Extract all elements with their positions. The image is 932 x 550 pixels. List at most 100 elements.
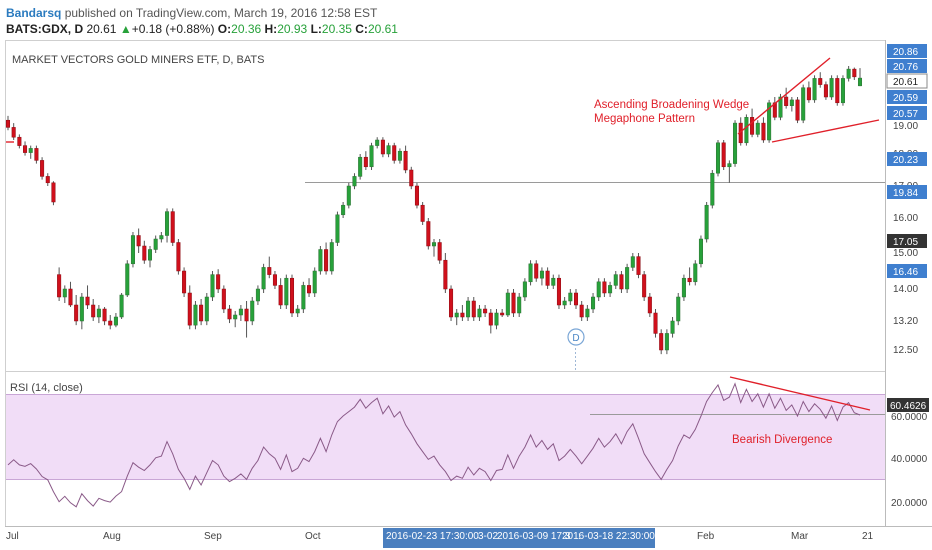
candle-body xyxy=(278,285,283,306)
candle-body xyxy=(466,300,471,318)
candle-body xyxy=(579,304,584,318)
candle-body xyxy=(335,214,340,243)
high-label: H: xyxy=(264,22,278,36)
candle-body xyxy=(562,300,567,306)
candle-body xyxy=(784,96,789,106)
candle-body xyxy=(45,176,50,184)
candle-body xyxy=(119,294,124,318)
wedge-lower-line[interactable] xyxy=(771,119,880,143)
time-range-highlight xyxy=(383,528,655,548)
candle-body xyxy=(806,87,811,101)
rsi-series-line xyxy=(7,382,861,508)
candle-body xyxy=(11,127,16,138)
time-axis: Jul Aug Sep Oct Feb Mar 21 2016-02-23 17… xyxy=(6,528,874,548)
candle-body xyxy=(602,281,607,294)
candle-body xyxy=(733,122,738,164)
badge-1984-bg xyxy=(887,185,927,199)
candle-body xyxy=(630,256,635,268)
candle-body xyxy=(426,221,431,247)
rsi-badge: 60.4626 xyxy=(890,401,927,412)
candle-body xyxy=(767,102,772,141)
rsi-axis: 60.4626 60.0000 40.0000 20.0000 xyxy=(887,398,929,509)
candle-body xyxy=(346,185,351,206)
candle-body xyxy=(517,296,522,314)
candle-body xyxy=(704,204,709,240)
candle-body xyxy=(358,156,363,177)
candle-body xyxy=(147,249,153,261)
candle-body xyxy=(744,117,749,144)
time-tick-sep: Sep xyxy=(204,531,222,542)
annotation-wedge-line1: Ascending Broadening Wedge xyxy=(594,99,749,111)
rsi-title: RSI (14, close) xyxy=(10,382,83,394)
candle-body xyxy=(369,145,374,168)
candle-body xyxy=(142,245,147,261)
time-tick-21: 21 xyxy=(862,531,874,542)
time-tick-aug: Aug xyxy=(103,531,121,542)
candle-body xyxy=(238,308,243,316)
candle-body xyxy=(556,277,561,306)
candle-body xyxy=(74,304,79,322)
candle-body xyxy=(307,285,312,294)
candle-body xyxy=(79,296,84,322)
price-pane-frame xyxy=(5,40,886,372)
badge-1705: 17.05 xyxy=(893,237,918,248)
candle-body xyxy=(534,263,539,279)
time-tick-oct: Oct xyxy=(305,531,321,542)
event-marker-icon[interactable] xyxy=(567,328,585,346)
candle-body xyxy=(750,117,755,135)
candle-body xyxy=(551,277,556,286)
candle-body xyxy=(380,139,385,155)
badge-2061: 20.61 xyxy=(893,77,918,88)
candle-body xyxy=(670,320,675,334)
time-label-5: 2016-03-18 22:30:00 xyxy=(562,531,655,542)
rsi-line-group xyxy=(7,382,861,508)
candle-body xyxy=(233,314,238,320)
candle-body xyxy=(5,119,11,128)
candle-body xyxy=(363,156,368,168)
candle-body xyxy=(573,292,579,306)
candle-body xyxy=(62,288,67,298)
candle-body xyxy=(505,292,510,316)
candle-body xyxy=(284,277,289,306)
wedge-upper-line[interactable] xyxy=(737,57,831,135)
badge-1705-bg xyxy=(887,234,927,248)
candle-body xyxy=(96,308,101,318)
candle-body xyxy=(818,78,823,85)
candle-body xyxy=(199,304,204,322)
candle-body xyxy=(130,235,135,265)
candle-body xyxy=(392,145,397,161)
candle-body xyxy=(386,145,391,155)
candle-body xyxy=(420,204,425,222)
candle-body xyxy=(857,77,863,87)
candle-body xyxy=(51,182,56,203)
candle-body xyxy=(715,142,721,174)
price-badges: 20.86 20.76 20.61 20.59 20.57 20.23 19.8… xyxy=(886,44,928,278)
divergence-line[interactable] xyxy=(729,376,871,411)
candle-body xyxy=(216,274,221,290)
candle-body xyxy=(659,333,664,351)
badge-1646: 16.46 xyxy=(893,267,918,278)
candle-body xyxy=(840,78,845,104)
candle-body xyxy=(539,270,544,279)
candle-body xyxy=(596,281,601,298)
candle-body xyxy=(28,148,33,153)
candle-body xyxy=(221,288,226,310)
badge-1984: 19.84 xyxy=(893,188,918,199)
badge-2023: 20.23 xyxy=(893,155,918,166)
candle-body xyxy=(642,274,647,298)
candle-body xyxy=(454,312,459,318)
candle-body xyxy=(619,274,624,290)
candle-body xyxy=(437,242,442,261)
candle-body xyxy=(409,169,414,187)
badge-2086-bg xyxy=(887,44,927,58)
candle-body xyxy=(687,277,692,283)
candle-body xyxy=(289,277,295,314)
candle-body xyxy=(710,172,715,206)
rsi-band xyxy=(6,394,885,479)
candle-body xyxy=(204,296,209,322)
candle-body xyxy=(182,270,187,294)
publisher-username[interactable]: Bandarsq xyxy=(6,6,62,20)
badge-2086: 20.86 xyxy=(893,47,918,58)
chart-header: Bandarsq published on TradingView.com, M… xyxy=(0,0,932,40)
